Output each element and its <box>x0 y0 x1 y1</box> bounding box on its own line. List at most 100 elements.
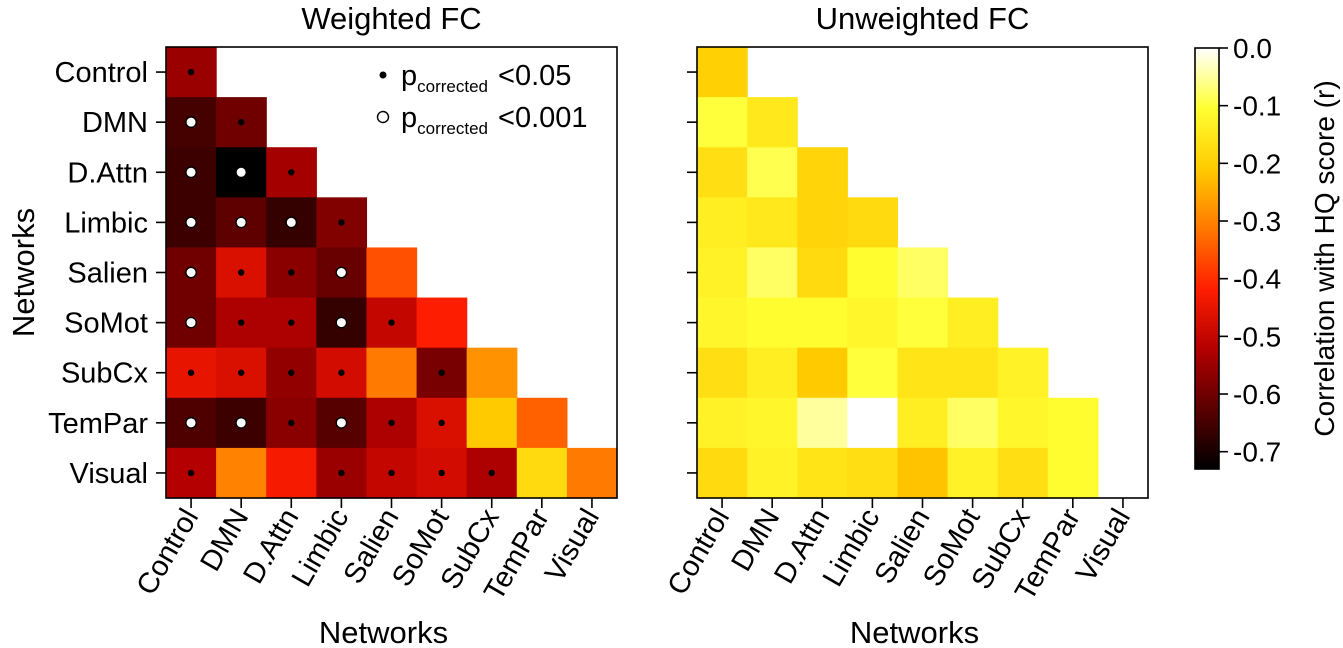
legend-threshold: <0.05 <box>498 60 571 92</box>
unweighted-cell-TemPar-TemPar <box>1047 397 1099 449</box>
sig-dot-p05 <box>237 369 245 376</box>
sig-dot-p05 <box>438 469 445 477</box>
unweighted-cell-Visual-TemPar <box>1047 447 1099 499</box>
colorbar-tick-label: -0.1 <box>1233 91 1281 122</box>
unweighted-cell-DMN-DMN <box>747 97 798 148</box>
unweighted-cell-TemPar-SubCx <box>997 397 1049 449</box>
sig-circle-p001 <box>285 216 298 229</box>
unweighted-cell-SubCx-SoMot <box>947 347 999 399</box>
y-tick-label-DMN: DMN <box>82 107 148 139</box>
unweighted-cell-SoMot-Salien <box>897 297 949 349</box>
unweighted-cell-SubCx-D.Attn <box>797 347 848 399</box>
unweighted-fc-title: Unweighted FC <box>816 1 1030 36</box>
unweighted-cell-Visual-SubCx <box>997 447 1049 499</box>
y-tick-label-Limbic: Limbic <box>64 207 148 239</box>
unweighted-cell-SubCx-Control <box>697 347 748 399</box>
sig-dot-p05 <box>388 319 395 326</box>
legend-entry-label-0: pcorrected <0.05 <box>401 60 571 96</box>
colorbar-tick-label: -0.5 <box>1233 321 1281 352</box>
sig-dot-p05 <box>438 419 445 427</box>
legend-filled-dot-icon <box>379 71 387 79</box>
unweighted-cell-TemPar-Control <box>697 397 748 449</box>
sig-dot-p05 <box>338 219 345 226</box>
colorbar-tick-label: 0.0 <box>1233 33 1272 64</box>
weighted-cell-TemPar-TemPar <box>516 397 568 449</box>
sig-circle-p001 <box>185 316 197 329</box>
weighted-cell-Salien-Salien <box>366 247 418 299</box>
unweighted-cell-Visual-DMN <box>747 447 798 499</box>
unweighted-cell-TemPar-D.Attn <box>797 397 848 449</box>
x-tick-label-Control: Control <box>662 504 736 601</box>
unweighted-cell-Control-Control <box>697 47 748 98</box>
legend-p: p <box>401 60 417 92</box>
y-tick-label-SubCx: SubCx <box>61 358 149 390</box>
unweighted-cell-SoMot-SoMot <box>947 297 999 349</box>
sig-dot-p05 <box>187 68 195 76</box>
sig-dot-p05 <box>288 269 295 276</box>
unweighted-cell-SoMot-D.Attn <box>797 297 848 349</box>
unweighted-cell-Salien-DMN <box>747 247 798 299</box>
sig-circle-p001 <box>235 416 248 429</box>
sig-dot-p05 <box>187 469 195 477</box>
weighted-x-axis-label: Networks <box>319 615 448 648</box>
legend-subscript: corrected <box>417 77 488 96</box>
sig-dot-p05 <box>438 369 445 376</box>
unweighted-cell-SoMot-DMN <box>747 297 798 349</box>
sig-dot-p05 <box>338 469 345 477</box>
y-tick-label-D.Attn: D.Attn <box>67 157 148 189</box>
weighted-cell-TemPar-SubCx <box>466 397 518 449</box>
unweighted-cell-Salien-Limbic <box>847 247 899 299</box>
unweighted-cell-SubCx-SubCx <box>997 347 1049 399</box>
unweighted-cell-Limbic-D.Attn <box>797 197 848 249</box>
y-tick-label-TemPar: TemPar <box>48 408 148 440</box>
colorbar-gradient-bar <box>1194 47 1220 470</box>
colorbar-tick-label: -0.6 <box>1233 379 1281 410</box>
sig-dot-p05 <box>288 169 295 176</box>
colorbar: 0.0 -0.1 -0.2 -0.3 -0.4 -0.5 -0.6 -0.7 Correlati… <box>1194 33 1340 470</box>
y-axis-label: Networks <box>6 208 41 337</box>
colorbar-tick-label: -0.4 <box>1233 264 1281 295</box>
weighted-cell-Visual-D.Attn <box>266 447 317 499</box>
legend-open-circle-icon <box>376 110 390 124</box>
unweighted-cell-Limbic-Control <box>697 197 748 249</box>
weighted-cell-SoMot-SoMot <box>416 297 468 349</box>
sig-circle-p001 <box>235 166 248 179</box>
sig-dot-p05 <box>388 469 395 477</box>
unweighted-cell-Salien-D.Attn <box>797 247 848 299</box>
sig-dot-p05 <box>237 319 245 326</box>
unweighted-x-axis-label: Networks <box>850 615 979 648</box>
unweighted-cell-Salien-Control <box>697 247 748 299</box>
unweighted-cell-Visual-Control <box>697 447 748 499</box>
sig-dot-p05 <box>288 419 295 427</box>
sig-dot-p05 <box>338 369 345 376</box>
sig-circle-p001 <box>335 266 348 279</box>
weighted-fc-panel: Control DMN D.Attn Limbic Salien SoMot SubCx Te… <box>6 1 618 648</box>
legend-threshold: <0.001 <box>498 102 588 134</box>
unweighted-cell-Visual-SoMot <box>947 447 999 499</box>
sig-circle-p001 <box>335 416 348 429</box>
unweighted-cell-D.Attn-D.Attn <box>797 147 848 198</box>
legend-p: p <box>401 102 417 134</box>
sig-circle-p001 <box>185 116 197 129</box>
legend-subscript: corrected <box>417 119 488 138</box>
unweighted-cell-D.Attn-Control <box>697 147 748 198</box>
weighted-cell-Visual-Visual <box>566 447 618 499</box>
sig-dot-p05 <box>237 118 245 126</box>
unweighted-cell-SoMot-Control <box>697 297 748 349</box>
y-tick-label-Visual: Visual <box>70 458 148 490</box>
sig-dot-p05 <box>187 369 195 376</box>
colorbar-tick-label: -0.2 <box>1233 148 1281 179</box>
sig-dot-p05 <box>288 319 295 326</box>
sig-circle-p001 <box>185 266 197 279</box>
unweighted-cell-SubCx-Salien <box>897 347 949 399</box>
sig-dot-p05 <box>488 469 495 477</box>
sig-circle-p001 <box>185 416 197 429</box>
sig-dot-p05 <box>237 269 245 276</box>
y-tick-label-Salien: Salien <box>67 258 148 290</box>
sig-circle-p001 <box>335 316 348 329</box>
unweighted-cell-SoMot-Limbic <box>847 297 899 349</box>
weighted-cell-Visual-TemPar <box>516 447 568 499</box>
x-tick-label-Control: Control <box>131 504 205 601</box>
sig-circle-p001 <box>185 216 197 229</box>
